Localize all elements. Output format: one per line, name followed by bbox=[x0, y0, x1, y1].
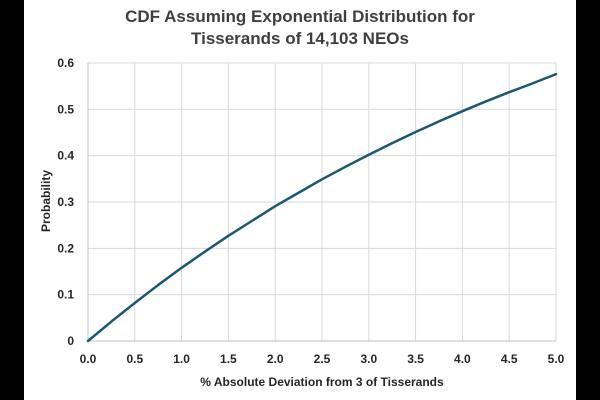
y-tick-label: 0.5 bbox=[57, 102, 74, 116]
gridlines bbox=[88, 62, 557, 341]
x-tick-label: 1.5 bbox=[220, 352, 237, 366]
x-tick-label: 3.0 bbox=[360, 352, 377, 366]
x-tick-label: 4.5 bbox=[501, 352, 518, 366]
x-tick-label: 3.5 bbox=[407, 352, 424, 366]
y-axis-title: Probability bbox=[39, 170, 53, 232]
x-tick-labels: 0.0 0.5 1.0 1.5 2.0 2.5 3.0 3.5 4.0 4.5 5.0 bbox=[80, 352, 565, 366]
x-tick-label: 2.5 bbox=[314, 352, 331, 366]
x-tick-label: 5.0 bbox=[548, 352, 565, 366]
y-tick-label: 0.3 bbox=[57, 195, 74, 209]
chart-title-line-2: Tisserands of 14,103 NEOs bbox=[191, 29, 409, 48]
axes bbox=[87, 63, 556, 342]
x-tick-label: 1.0 bbox=[173, 352, 190, 366]
series bbox=[86, 72, 558, 343]
chart-area bbox=[24, 0, 576, 400]
x-tick-label: 0.5 bbox=[126, 352, 143, 366]
x-tick-label: 0.0 bbox=[80, 352, 97, 366]
y-tick-label: 0.6 bbox=[57, 56, 74, 70]
cdf-series-line bbox=[86, 72, 558, 343]
x-tick-label: 4.0 bbox=[454, 352, 471, 366]
x-tick-label: 2.0 bbox=[267, 352, 284, 366]
chart-title-line-1: CDF Assuming Exponential Distribution fo… bbox=[125, 7, 475, 26]
y-tick-label: 0 bbox=[67, 334, 74, 348]
x-axis-title: % Absolute Deviation from 3 of Tisserand… bbox=[200, 375, 444, 389]
y-tick-label: 0.1 bbox=[57, 288, 74, 302]
y-tick-label: 0.2 bbox=[57, 241, 74, 255]
y-tick-label: 0.4 bbox=[57, 149, 74, 163]
y-tick-labels: 0 0.1 0.2 0.3 0.4 0.5 0.6 bbox=[57, 56, 74, 348]
